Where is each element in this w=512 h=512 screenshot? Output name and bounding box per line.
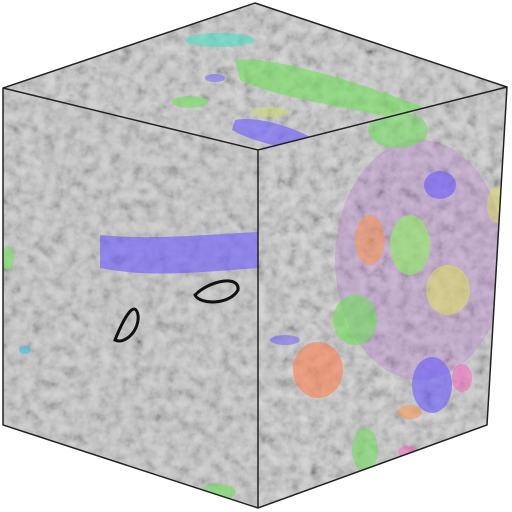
cube-edges — [2, 2, 508, 509]
left-face — [3, 88, 258, 508]
right-face — [258, 87, 507, 508]
